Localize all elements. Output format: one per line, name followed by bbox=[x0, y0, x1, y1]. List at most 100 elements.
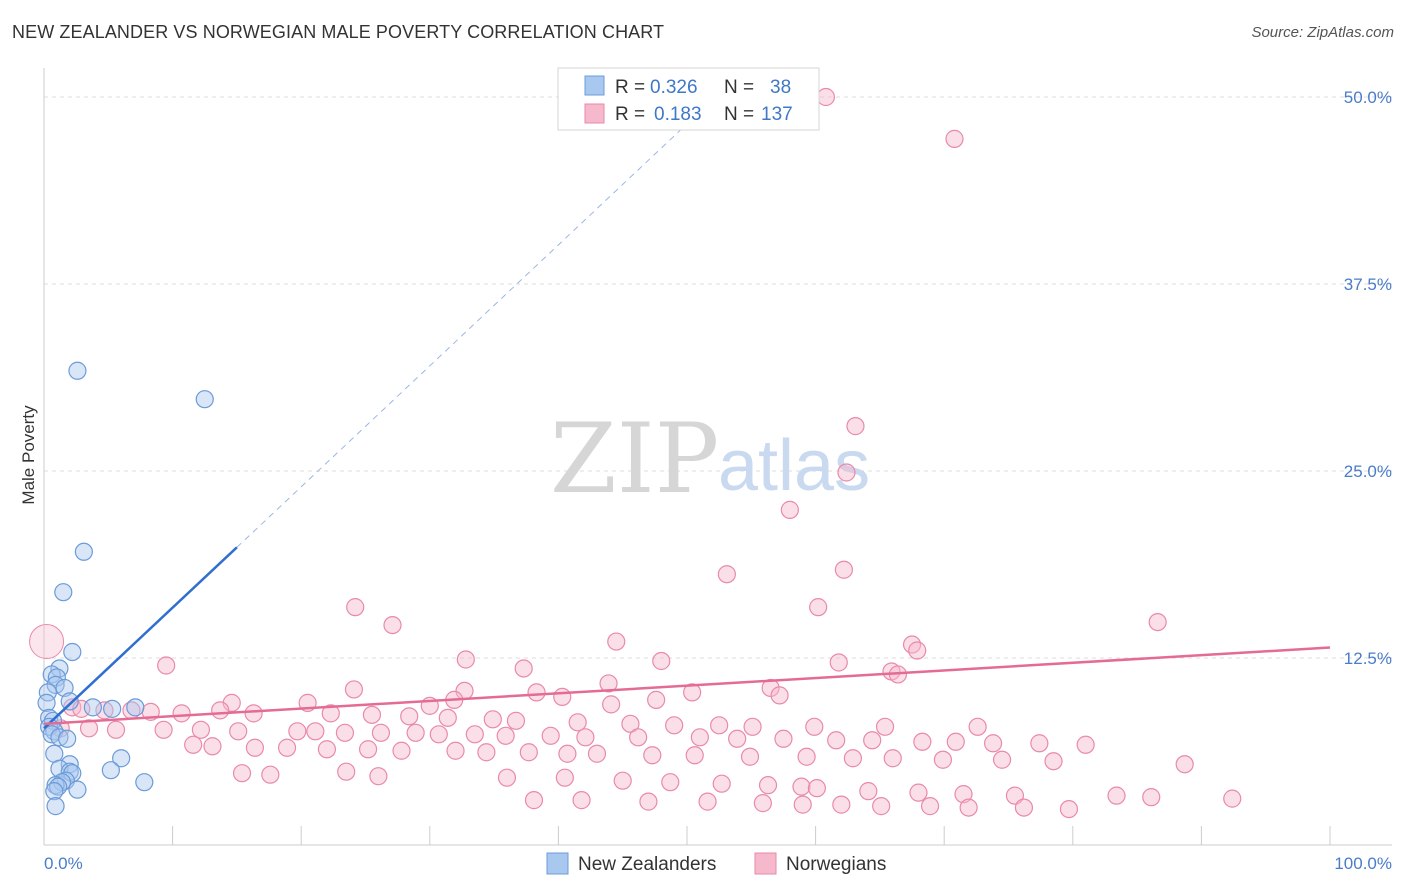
point-norwegians bbox=[1142, 788, 1161, 807]
point-norwegians bbox=[837, 463, 856, 482]
legend-r-value: 0.183 bbox=[654, 104, 702, 125]
chart-title: NEW ZEALANDER VS NORWEGIAN MALE POVERTY … bbox=[12, 22, 665, 42]
point-norwegians bbox=[743, 717, 762, 736]
point-norwegians bbox=[712, 774, 731, 793]
point-norwegians bbox=[954, 785, 973, 804]
point-norwegians bbox=[690, 728, 709, 747]
legend-r-label: R = bbox=[615, 77, 645, 98]
point-norwegians bbox=[780, 500, 799, 519]
point-norwegians bbox=[770, 686, 789, 705]
watermark: ZIP atlas bbox=[550, 403, 870, 515]
point-norwegians bbox=[558, 744, 577, 763]
point-new-zealanders bbox=[103, 699, 122, 718]
point-norwegians bbox=[184, 735, 203, 754]
point-norwegians bbox=[446, 741, 465, 760]
y-tick-label: 12.5% bbox=[1344, 649, 1392, 668]
point-norwegians bbox=[306, 722, 325, 741]
point-norwegians bbox=[344, 680, 364, 699]
point-norwegians bbox=[497, 768, 517, 787]
x-tick-label: 100.0% bbox=[1334, 854, 1392, 873]
point-norwegians-large bbox=[29, 624, 65, 660]
point-norwegians bbox=[909, 783, 928, 802]
point-norwegians bbox=[829, 653, 848, 672]
legend-n-value: 137 bbox=[761, 104, 793, 125]
point-norwegians bbox=[717, 565, 736, 584]
point-norwegians bbox=[683, 683, 702, 702]
x-tick-label: 0.0% bbox=[44, 854, 83, 873]
point-norwegians bbox=[629, 728, 648, 747]
point-norwegians bbox=[661, 773, 680, 792]
point-norwegians bbox=[933, 750, 953, 769]
bottom-legend-new-zealanders: New Zealanders bbox=[578, 854, 716, 875]
point-norwegians bbox=[728, 729, 747, 748]
point-norwegians bbox=[519, 743, 538, 762]
bottom-legend-norwegians: Norwegians bbox=[786, 854, 886, 875]
point-new-zealanders bbox=[135, 773, 154, 792]
point-new-zealanders bbox=[50, 728, 69, 747]
point-new-zealanders bbox=[126, 698, 145, 717]
legend-box: R = 0.326 N = 38 R = 0.183 N = 137 bbox=[557, 67, 820, 131]
source-label: Source: ZipAtlas.com bbox=[1251, 24, 1394, 41]
legend-swatch-norwegians bbox=[584, 103, 605, 124]
point-new-zealanders bbox=[46, 797, 65, 816]
point-norwegians bbox=[477, 743, 496, 762]
point-norwegians bbox=[229, 722, 248, 741]
point-norwegians bbox=[527, 683, 546, 702]
y-tick-label: 50.0% bbox=[1344, 88, 1392, 107]
point-norwegians bbox=[358, 740, 378, 759]
point-norwegians bbox=[920, 797, 940, 816]
point-norwegians bbox=[753, 794, 772, 813]
point-norwegians bbox=[568, 713, 587, 732]
point-new-zealanders bbox=[195, 390, 214, 409]
point-norwegians bbox=[1014, 798, 1034, 817]
point-norwegians bbox=[587, 744, 607, 763]
point-norwegians bbox=[621, 714, 640, 733]
point-norwegians bbox=[607, 632, 626, 651]
point-norwegians bbox=[1059, 799, 1079, 819]
point-norwegians bbox=[968, 717, 987, 736]
point-norwegians bbox=[245, 738, 265, 757]
point-norwegians bbox=[288, 722, 307, 741]
point-norwegians bbox=[317, 740, 337, 759]
point-new-zealanders bbox=[63, 764, 82, 783]
y-axis-label: Male Poverty bbox=[19, 405, 38, 505]
point-norwegians bbox=[643, 746, 662, 765]
bottom-legend-swatch-new-zealanders bbox=[546, 852, 569, 875]
point-norwegians bbox=[211, 701, 230, 720]
point-norwegians bbox=[406, 723, 425, 742]
point-norwegians bbox=[599, 674, 618, 693]
point-new-zealanders bbox=[45, 782, 64, 801]
point-norwegians bbox=[362, 705, 382, 724]
y-tick-label: 25.0% bbox=[1344, 462, 1392, 481]
point-norwegians bbox=[524, 791, 544, 810]
point-norwegians bbox=[277, 738, 297, 757]
point-norwegians bbox=[203, 737, 222, 756]
watermark-zip: ZIP bbox=[550, 403, 719, 515]
legend-n-label: N = bbox=[724, 77, 754, 98]
trend-line-norwegians bbox=[43, 646, 1331, 726]
point-norwegians bbox=[244, 704, 263, 723]
point-norwegians bbox=[337, 762, 356, 781]
legend-r-value: 0.326 bbox=[650, 77, 698, 98]
point-norwegians bbox=[232, 764, 252, 783]
point-norwegians bbox=[805, 717, 824, 736]
point-new-zealanders bbox=[55, 678, 74, 698]
point-norwegians bbox=[1044, 752, 1063, 771]
point-norwegians bbox=[809, 598, 828, 617]
point-norwegians bbox=[456, 650, 475, 669]
axes bbox=[43, 68, 1392, 846]
point-norwegians bbox=[639, 792, 658, 811]
point-norwegians bbox=[438, 708, 457, 727]
point-norwegians bbox=[793, 795, 812, 814]
point-norwegians bbox=[665, 716, 684, 735]
point-new-zealanders bbox=[68, 361, 87, 380]
point-new-zealanders bbox=[112, 749, 131, 768]
point-norwegians bbox=[807, 779, 826, 798]
point-norwegians bbox=[553, 687, 572, 706]
point-norwegians bbox=[1223, 789, 1242, 808]
point-norwegians bbox=[321, 704, 340, 723]
bottom-legend: New Zealanders Norwegians bbox=[546, 852, 886, 875]
point-norwegians bbox=[371, 723, 391, 742]
point-norwegians bbox=[429, 725, 448, 744]
